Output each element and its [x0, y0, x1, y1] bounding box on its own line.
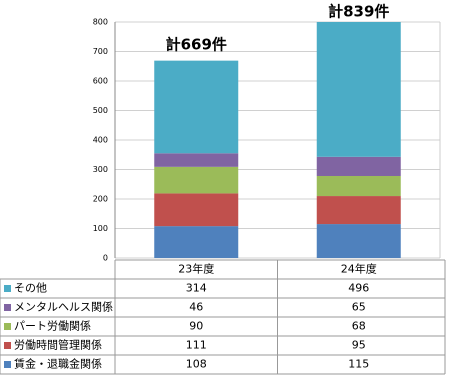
table-value: 108	[186, 358, 207, 371]
legend-swatch	[4, 323, 11, 330]
legend-label: パート労働関係	[14, 319, 91, 333]
y-tick-label: 600	[93, 77, 108, 86]
legend-label: 労働時間管理関係	[14, 338, 102, 352]
table-value: 111	[186, 339, 207, 352]
bar-segment	[316, 196, 401, 225]
bar-segment	[154, 153, 239, 167]
table-value: 68	[352, 320, 366, 333]
table-value: 90	[189, 320, 203, 333]
table-value: 496	[348, 282, 369, 295]
legend-label: その他	[14, 282, 47, 295]
bar-segment	[316, 22, 401, 157]
table-value: 46	[189, 301, 203, 314]
legend-swatch	[4, 304, 11, 311]
legend-swatch	[4, 361, 11, 368]
y-tick-label: 400	[93, 136, 108, 145]
bar-segment	[316, 175, 401, 197]
y-tick-label: 100	[93, 224, 108, 233]
y-tick-label: 0	[103, 254, 108, 263]
x-tick-label: 23年度	[178, 262, 214, 276]
annotation: 計839件	[328, 3, 389, 21]
table-value: 115	[348, 358, 369, 371]
legend-label: メンタルヘルス関係	[14, 301, 113, 314]
bar-segment	[154, 60, 239, 154]
bar-segment	[154, 166, 239, 194]
bar-segment	[154, 193, 239, 227]
x-tick-label: 24年度	[341, 262, 377, 276]
annotation: 計669件	[166, 36, 227, 54]
table-value: 314	[186, 282, 207, 295]
bar-segment	[316, 156, 401, 176]
y-tick-label: 700	[93, 47, 108, 56]
legend-swatch	[4, 285, 11, 292]
y-tick-label: 800	[93, 18, 108, 27]
table-value: 95	[352, 339, 366, 352]
bar-segment	[154, 226, 239, 258]
y-tick-label: 300	[93, 165, 108, 174]
bar-segment	[316, 224, 401, 258]
y-tick-label: 200	[93, 195, 108, 204]
legend-label: 賃金・退職金関係	[14, 357, 102, 371]
table-value: 65	[352, 301, 366, 314]
y-tick-label: 500	[93, 106, 108, 115]
legend-swatch	[4, 342, 11, 349]
